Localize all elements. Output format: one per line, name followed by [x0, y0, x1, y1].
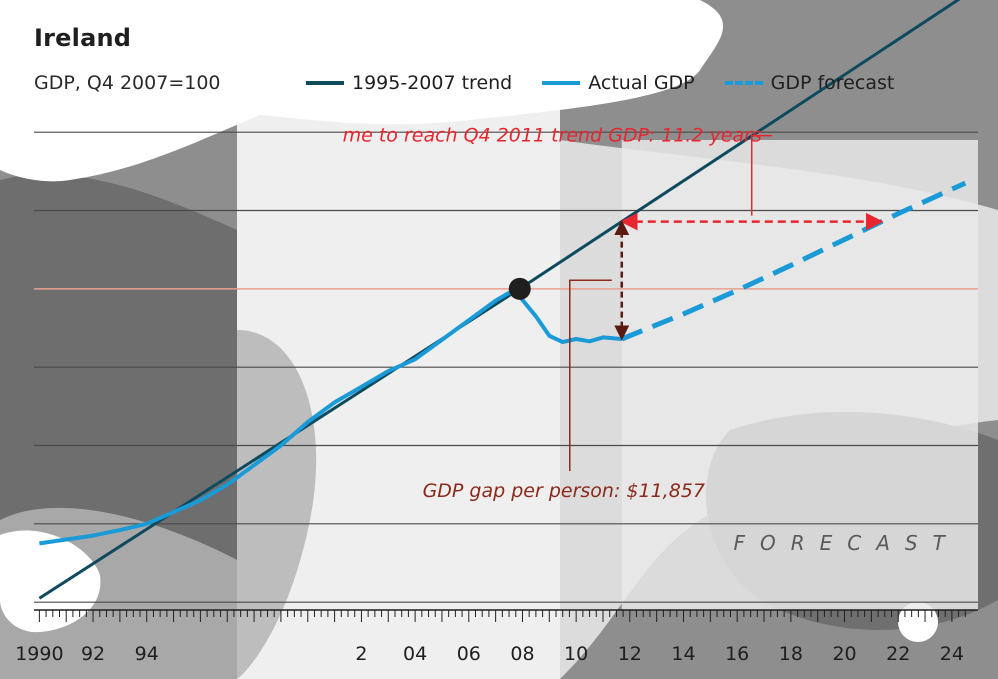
trend-gap-leader: [750, 134, 772, 216]
annotation-lines: [569, 134, 884, 471]
annotation-trend-gap: me to reach Q4 2011 trend GDP: 11.2 year…: [343, 125, 762, 147]
legend-swatch-forecast: [724, 81, 763, 85]
legend-item-forecast: GDP forecast: [724, 72, 895, 94]
x-tick-label: 92: [81, 643, 105, 665]
x-tick-label: 20: [832, 643, 856, 665]
x-tick-label: 2: [355, 643, 367, 665]
series-gdp-forecast-line: [620, 180, 967, 342]
x-tick-label: 06: [457, 643, 481, 665]
x-tick-label: 08: [510, 643, 534, 665]
x-tick-label: 1990: [15, 643, 63, 665]
header-backdrop: [0, 0, 724, 182]
legend-swatch-trend: [306, 81, 344, 85]
corner-highlight-right: [898, 602, 938, 642]
legend: 1995-2007 trend Actual GDP GDP forecast: [306, 72, 894, 94]
legend-item-trend: 1995-2007 trend: [306, 72, 512, 94]
legend-swatch-actual: [542, 81, 581, 85]
x-tick-label: 04: [403, 643, 427, 665]
x-tick-label: 22: [886, 643, 910, 665]
x-tick-label: 10: [564, 643, 588, 665]
x-tick-label: 18: [779, 643, 803, 665]
gridlines: [34, 131, 978, 603]
annotation-person-gap: GDP gap per person: $11,857: [423, 480, 705, 502]
peak-marker: [508, 277, 531, 300]
corner-highlight-left: [0, 530, 101, 633]
x-axis: 1990 92 94 2 04 06 08 10 12 14 16 18 20 22 24: [15, 609, 978, 665]
chart-title: Ireland: [34, 24, 132, 52]
x-tick-label: 16: [725, 643, 749, 665]
legend-label-actual: Actual GDP: [588, 72, 695, 94]
series-actual-gdp-line: [39, 290, 622, 546]
legend-label-forecast: GDP forecast: [770, 72, 895, 94]
legend-item-actual: Actual GDP: [542, 72, 695, 94]
x-tick-label: 24: [940, 643, 964, 665]
forecast-label: FORECAST: [734, 531, 960, 555]
x-tick-label: 12: [618, 643, 642, 665]
chart-subtitle: GDP, Q4 2007=100: [34, 72, 221, 94]
legend-label-trend: 1995-2007 trend: [352, 72, 513, 94]
x-tick-label: 94: [135, 643, 159, 665]
gdp-gap-leader: [569, 279, 612, 471]
x-tick-label: 14: [671, 643, 695, 665]
